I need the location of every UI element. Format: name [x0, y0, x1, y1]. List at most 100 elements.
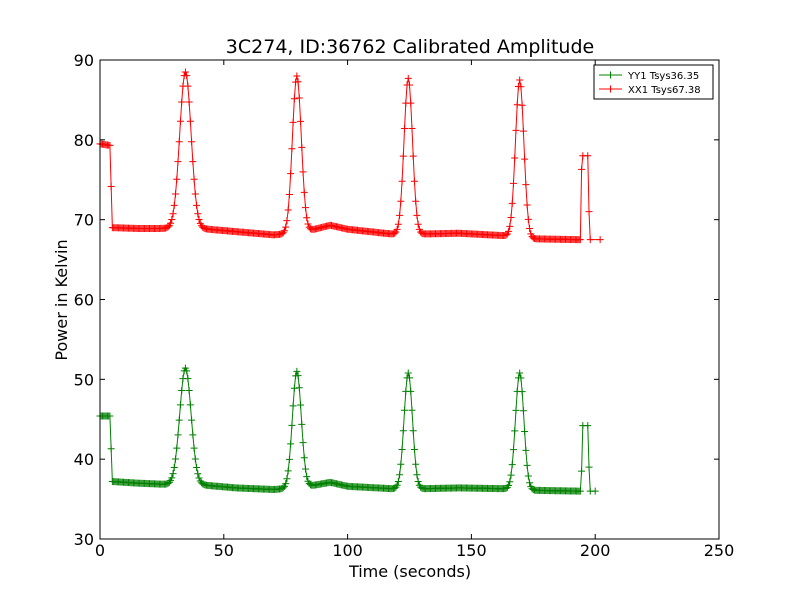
series-0-point	[512, 406, 520, 414]
series-0-point	[302, 465, 310, 473]
series-0-point	[284, 467, 292, 475]
series-1-point	[172, 190, 180, 198]
series-1-point	[586, 236, 594, 244]
series-0-point	[289, 402, 297, 410]
series-0-point	[172, 455, 180, 463]
series-1-point	[302, 204, 310, 212]
series-1-point	[173, 175, 181, 183]
series-0-point	[406, 374, 413, 382]
series-0-point	[522, 446, 530, 454]
series-0-point	[297, 401, 305, 409]
series-0-point	[299, 439, 307, 447]
series-0-point	[409, 427, 417, 435]
series-0-point	[519, 407, 527, 415]
series-0-point	[398, 445, 406, 453]
series-1-point	[194, 210, 202, 218]
series-1-point	[401, 125, 409, 133]
series-0-point	[191, 455, 199, 463]
series-0-point	[576, 487, 584, 495]
series-0-point	[287, 440, 295, 448]
series-0-point	[399, 427, 407, 435]
series-1-point	[413, 211, 421, 219]
series-1-point	[174, 158, 182, 166]
series-1-point	[290, 95, 298, 103]
series-1-point	[300, 188, 308, 196]
series-0-point	[517, 374, 525, 382]
series-0-point	[524, 472, 532, 480]
y-tick-label: 80	[74, 131, 94, 150]
series-0-point	[173, 444, 181, 452]
series-1-point	[304, 220, 312, 228]
series-1-point	[512, 126, 520, 134]
series-0-point	[414, 477, 422, 485]
series-1-point	[303, 214, 311, 222]
series-0-point	[285, 455, 293, 463]
series-1-point	[297, 117, 305, 125]
y-tick-label: 40	[74, 450, 94, 469]
series-0-point	[298, 420, 306, 428]
series-1-point	[289, 118, 297, 126]
series-1-point	[288, 145, 296, 153]
series-1-point	[176, 117, 184, 125]
series-0-point	[516, 369, 524, 377]
series-1-point	[517, 83, 525, 91]
series-1-point	[181, 68, 189, 76]
series-1-point	[526, 225, 534, 233]
x-axis-label: Time (seconds)	[348, 562, 471, 581]
series-1-point	[178, 98, 186, 106]
series-0-point	[505, 481, 513, 489]
legend-marker-0	[607, 71, 614, 79]
series-0-point	[585, 463, 593, 471]
series-1-point	[280, 227, 288, 235]
series-1-point	[284, 206, 292, 214]
series-1-point	[596, 236, 604, 244]
series-1-point	[294, 78, 302, 86]
x-tick-label: 50	[214, 541, 234, 560]
series-1-point	[404, 74, 412, 82]
series-1-point	[509, 179, 517, 187]
series-0-point	[176, 401, 184, 409]
series-0-point	[188, 416, 196, 424]
series-0-point	[170, 464, 178, 472]
series-0-point	[178, 386, 186, 394]
series-0-point	[578, 467, 586, 475]
y-tick-label: 90	[74, 51, 94, 70]
series-1-point	[519, 127, 527, 135]
series-0-point	[189, 431, 197, 439]
series-0-point	[294, 372, 302, 380]
series-1-point	[191, 190, 199, 198]
series-0-point	[511, 427, 519, 435]
series-1-point	[168, 215, 176, 223]
series-0-point	[293, 367, 301, 375]
series-0-point	[194, 470, 202, 478]
x-tick-label: 100	[332, 541, 363, 560]
series-0-point	[521, 427, 529, 435]
x-axis: 0 50 100 150 200 250	[95, 60, 734, 560]
series-1-point	[511, 154, 519, 162]
series-0-point	[506, 478, 514, 486]
series-1-point	[410, 177, 418, 185]
series-0-point	[185, 386, 193, 394]
series-1-point	[507, 214, 515, 222]
series-1-point	[396, 211, 404, 219]
x-tick-label: 250	[704, 541, 735, 560]
series-0-point	[526, 479, 534, 487]
series-1-point	[170, 201, 178, 209]
series-0-point	[410, 445, 418, 453]
series-1-point	[518, 101, 526, 109]
series-0-point	[279, 484, 287, 492]
series-0-point	[303, 473, 311, 481]
series-1-point	[185, 98, 193, 106]
series-1-point	[397, 197, 405, 205]
plot-series	[96, 68, 604, 495]
series-0-point	[300, 454, 308, 462]
series-0-point	[413, 471, 421, 479]
plot-frame	[99, 59, 720, 540]
series-1-point	[299, 168, 307, 176]
series-1-point	[293, 72, 301, 80]
series-1-point	[393, 225, 401, 233]
series-1-point	[193, 201, 201, 209]
series-1-point	[522, 181, 530, 189]
series-1-point	[523, 201, 531, 209]
